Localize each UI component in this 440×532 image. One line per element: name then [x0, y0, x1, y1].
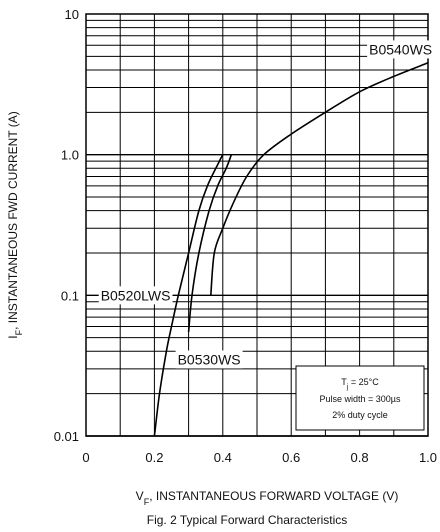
y-tick-label: 0.01 [54, 429, 79, 444]
curve-b0520lws [153, 154, 224, 437]
y-tick-label: 10 [65, 7, 79, 22]
y-tick-labels: 10 1.0 0.1 0.01 [54, 7, 79, 444]
x-tick-label: 0.8 [351, 450, 369, 465]
y-axis-label: IF, INSTANTANEOUS FWD CURRENT (A) [6, 111, 24, 339]
x-tick-label: 0.4 [214, 450, 232, 465]
series-label-b0520lws: B0520LWS [98, 286, 173, 305]
curve-b0540ws [210, 62, 429, 296]
x-tick-label: 0 [82, 450, 89, 465]
x-tick-label: 0.2 [145, 450, 163, 465]
x-axis-label: VF, INSTANTANEOUS FORWARD VOLTAGE (V) [136, 489, 399, 507]
series-label-text: B0520LWS [101, 287, 171, 303]
series-curves [153, 62, 429, 437]
series-label-b0530ws: B0530WS [175, 350, 243, 369]
series-label-b0540ws: B0540WS [367, 40, 435, 59]
series-label-text: B0540WS [369, 41, 432, 57]
x-tick-labels: 0 0.2 0.4 0.6 0.8 1.0 [82, 450, 437, 465]
series-label-background [175, 350, 243, 369]
plot-frame [85, 13, 429, 437]
condition-temperature: Tj = 25°C [341, 377, 379, 391]
series-label-background [98, 286, 173, 305]
y-tick-label: 0.1 [61, 288, 79, 303]
test-conditions-box: Tj = 25°C Pulse width = 300µs 2% duty cy… [295, 365, 425, 431]
x-tick-label: 1.0 [419, 450, 437, 465]
series-labels: B0520LWS B0530WS B0540WS [98, 40, 435, 369]
plot-grid [86, 14, 428, 437]
y-tick-label: 1.0 [61, 148, 79, 163]
condition-duty-cycle: 2% duty cycle [332, 410, 388, 420]
curve-b0530ws [187, 154, 233, 332]
condition-pulse-width: Pulse width = 300µs [320, 394, 401, 404]
series-label-text: B0530WS [178, 351, 241, 367]
test-conditions-frame [295, 365, 425, 431]
figure-caption: Fig. 2 Typical Forward Characteristics [147, 513, 348, 527]
x-tick-label: 0.6 [282, 450, 300, 465]
series-label-background [367, 40, 435, 59]
